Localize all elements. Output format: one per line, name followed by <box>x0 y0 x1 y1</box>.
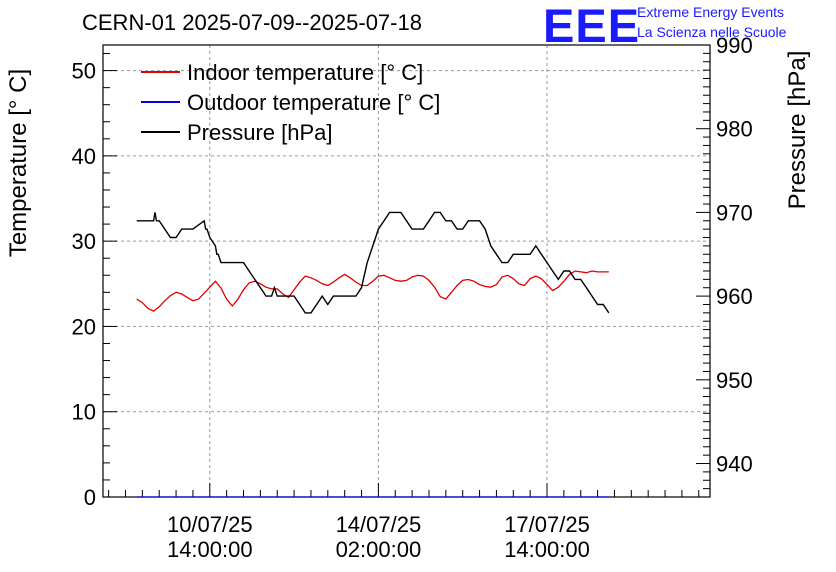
x-tick-label-date: 10/07/25 <box>167 512 253 537</box>
series-line-pressure <box>136 211 610 314</box>
y-tick-label: 40 <box>72 144 96 169</box>
series-line-indoor <box>136 270 609 312</box>
y2-tick-label: 990 <box>716 33 753 58</box>
y-tick-label: 20 <box>72 314 96 339</box>
y2-tick-label: 960 <box>716 284 753 309</box>
y2-tick-label: 940 <box>716 452 753 477</box>
y-tick-label: 10 <box>72 400 96 425</box>
series-layer <box>136 211 610 498</box>
eee-logo: EEE <box>543 0 641 52</box>
y2-axis-label: Pressure [hPa] <box>784 51 811 210</box>
chart-title: CERN-01 2025-07-09--2025-07-18 <box>82 10 422 35</box>
y-tick-label: 50 <box>72 59 96 84</box>
x-tick-label-time: 14:00:00 <box>167 537 253 562</box>
y2-tick-label: 950 <box>716 368 753 393</box>
x-axis: 10/07/2514:00:0014/07/2502:00:0017/07/25… <box>108 483 700 562</box>
x-tick-label-time: 14:00:00 <box>504 537 590 562</box>
right-axis: 940 950 960 970 980 990 <box>696 33 753 490</box>
legend: Indoor temperature [° C] Outdoor temperat… <box>141 60 440 145</box>
legend-label: Pressure [hPa] <box>187 120 333 145</box>
grid <box>103 45 710 497</box>
x-tick-label-date: 17/07/25 <box>504 512 590 537</box>
legend-label: Outdoor temperature [° C] <box>187 90 440 115</box>
legend-label: Indoor temperature [° C] <box>187 60 423 85</box>
y-tick-label: 30 <box>72 229 96 254</box>
x-tick-label-date: 14/07/25 <box>336 512 422 537</box>
y-tick-label: 0 <box>84 485 96 510</box>
y-axis-label: Temperature [° C] <box>5 69 32 257</box>
y2-tick-label: 970 <box>716 200 753 225</box>
y2-tick-label: 980 <box>716 117 753 142</box>
brand-line-2: La Scienza nelle Scuole <box>637 24 787 40</box>
brand-line-1: Extreme Energy Events <box>637 4 785 20</box>
x-tick-label-time: 02:00:00 <box>336 537 422 562</box>
left-axis: 0 10 20 30 40 50 <box>72 53 117 510</box>
